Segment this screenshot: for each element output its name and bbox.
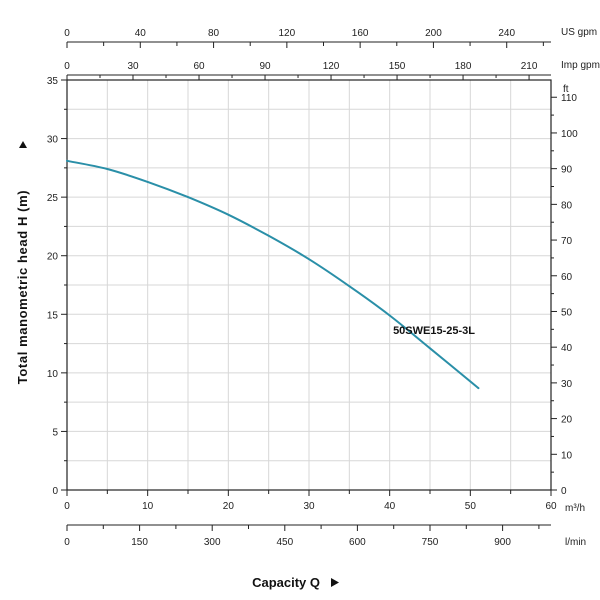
y-tick-label: 20 xyxy=(47,252,59,263)
ft-tick-label: 80 xyxy=(561,200,573,211)
curve-data-point xyxy=(187,196,189,199)
ft-tick-label: 40 xyxy=(561,343,573,354)
x-tick-label: 20 xyxy=(223,501,235,512)
grid xyxy=(67,80,551,490)
ft-tick-label: 50 xyxy=(561,307,573,318)
us-gpm-unit-label: US gpm xyxy=(561,27,597,38)
us-gpm-tick-label: 120 xyxy=(279,28,296,39)
y-axis-label: Total manometric head H (m) xyxy=(15,190,30,384)
x-tick-label: 50 xyxy=(465,501,477,512)
x-axis-arrow-icon xyxy=(331,578,339,587)
series: 50SWE15-25-3L xyxy=(66,159,480,390)
imp-gpm-tick-label: 180 xyxy=(455,61,472,72)
us-gpm-tick-label: 0 xyxy=(64,28,70,39)
imp-gpm-tick-label: 60 xyxy=(193,61,205,72)
x-tick-label: 30 xyxy=(303,501,315,512)
curve-data-point xyxy=(66,159,68,162)
curve-data-point xyxy=(146,181,149,183)
y-tick-label: 10 xyxy=(47,369,59,380)
ft-unit-label: ft xyxy=(563,84,569,95)
curve-data-point xyxy=(429,347,431,350)
curve-data-point xyxy=(106,168,109,170)
curve-data-point xyxy=(267,234,270,237)
ft-tick-label: 110 xyxy=(561,93,577,104)
ft-tick-label: 0 xyxy=(561,486,567,497)
y-tick-label: 30 xyxy=(47,135,59,146)
lpm-tick-label: 300 xyxy=(204,537,221,548)
imp-gpm-tick-label: 150 xyxy=(389,61,406,72)
x-tick-label: 40 xyxy=(384,501,396,512)
ft-tick-label: 70 xyxy=(561,236,573,247)
imp-gpm-tick-label: 120 xyxy=(323,61,340,72)
axes xyxy=(61,41,557,531)
curve-data-point xyxy=(388,314,391,317)
ft-tick-label: 90 xyxy=(561,165,573,176)
ft-tick-label: 20 xyxy=(561,415,573,426)
lpm-tick-label: 600 xyxy=(349,537,366,548)
y-axis-arrow-icon xyxy=(19,141,27,148)
lpm-tick-label: 150 xyxy=(131,537,148,548)
us-gpm-tick-label: 200 xyxy=(425,28,442,39)
lpm-tick-label: 0 xyxy=(64,537,70,548)
imp-gpm-tick-label: 210 xyxy=(521,61,538,72)
curve-data-point xyxy=(308,258,310,261)
lpm-tick-label: 900 xyxy=(494,537,511,548)
lpm-tick-label: 450 xyxy=(276,537,293,548)
y-tick-label: 25 xyxy=(47,193,59,204)
y-tick-label: 35 xyxy=(47,76,59,87)
x-axis-label: Capacity Q xyxy=(252,575,320,590)
lpm-tick-label: 750 xyxy=(422,537,439,548)
us-gpm-tick-label: 80 xyxy=(208,28,220,39)
x-tick-label: 0 xyxy=(64,501,70,512)
m3h-unit-label: m³/h xyxy=(565,503,585,514)
curve-label: 50SWE15-25-3L xyxy=(393,325,475,337)
us-gpm-tick-label: 160 xyxy=(352,28,369,39)
ft-tick-label: 60 xyxy=(561,272,573,283)
y-tick-label: 0 xyxy=(52,486,58,497)
imp-gpm-unit-label: Imp gpm xyxy=(561,60,600,71)
y-tick-label: 15 xyxy=(47,310,59,321)
imp-gpm-tick-label: 30 xyxy=(127,61,139,72)
ft-tick-label: 30 xyxy=(561,379,573,390)
imp-gpm-tick-label: 0 xyxy=(64,61,70,72)
imp-gpm-tick-label: 90 xyxy=(259,61,271,72)
pump-curve-line xyxy=(66,159,480,390)
x-tick-label: 10 xyxy=(142,501,154,512)
ft-tick-label: 10 xyxy=(561,450,573,461)
lpm-unit-label: l/min xyxy=(565,537,586,548)
x-tick-label: 60 xyxy=(545,501,557,512)
y-tick-label: 5 xyxy=(52,427,58,438)
curve-data-point xyxy=(477,387,480,389)
curve-data-point xyxy=(227,213,230,216)
us-gpm-tick-label: 240 xyxy=(498,28,515,39)
ft-tick-label: 100 xyxy=(561,129,578,140)
us-gpm-tick-label: 40 xyxy=(135,28,147,39)
curve-data-point xyxy=(348,285,351,288)
